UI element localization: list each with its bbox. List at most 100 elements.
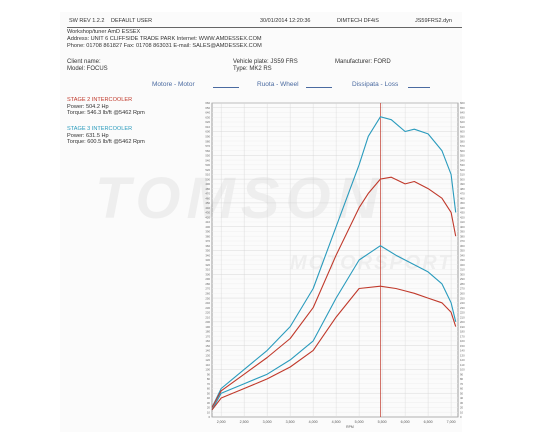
y-tick-label-right: 50 <box>460 391 464 395</box>
y-tick-label-right: 550 <box>460 154 465 158</box>
y-tick-label-left: 240 <box>205 301 210 305</box>
x-tick-label: 2,500 <box>240 420 249 424</box>
x-tick-label: 5,500 <box>378 420 387 424</box>
y-tick-label-right: 390 <box>460 230 465 234</box>
y-tick-label-left: 80 <box>207 377 211 381</box>
workshop-line-3: Phone: 01708 861827 Fax: 01708 863031 E-… <box>67 43 262 49</box>
y-tick-label-left: 110 <box>206 363 211 367</box>
y-tick-label-left: 500 <box>205 177 210 181</box>
y-tick-label-left: 420 <box>205 215 210 219</box>
y-tick-label-right: 350 <box>460 249 465 253</box>
y-tick-label-left: 150 <box>205 344 210 348</box>
y-tick-label-right: 400 <box>460 225 465 229</box>
y-tick-label-left: 530 <box>205 163 210 167</box>
stage2-torque: Torque: 546.3 lb/ft @5462 Rpm <box>67 110 145 116</box>
y-tick-label-right: 500 <box>460 177 465 181</box>
x-tick-label: 4,500 <box>332 420 341 424</box>
y-tick-label-right: 320 <box>460 263 465 267</box>
series-line-power-stage2 <box>211 176 457 408</box>
legend-wheel-line <box>306 87 332 88</box>
y-tick-label-left: 360 <box>205 244 210 248</box>
x-tick-label: 6,500 <box>424 420 433 424</box>
y-tick-label-right: 90 <box>460 372 464 376</box>
y-tick-label-left: 190 <box>205 325 210 329</box>
y-tick-label-right: 580 <box>460 139 465 143</box>
y-tick-label-left: 630 <box>205 115 210 119</box>
y-tick-label-left: 550 <box>205 154 210 158</box>
y-tick-label-left: 330 <box>205 258 210 262</box>
y-tick-label-left: 60 <box>207 387 211 391</box>
y-tick-label-right: 460 <box>460 196 465 200</box>
y-tick-label-right: 430 <box>460 211 465 215</box>
y-tick-label-left: 430 <box>205 211 210 215</box>
y-tick-label-left: 580 <box>205 139 210 143</box>
y-tick-label-left: 100 <box>205 368 210 372</box>
y-tick-label-right: 10 <box>460 410 464 414</box>
series-line-power-stage3 <box>211 116 457 408</box>
y-tick-label-left: 40 <box>207 396 211 400</box>
stage2-block: STAGE 2 INTERCOOLER Power: 504.2 Hp Torq… <box>67 97 145 117</box>
y-tick-label-right: 470 <box>460 192 465 196</box>
y-tick-label-left: 0 <box>208 415 210 419</box>
y-tick-label-right: 610 <box>460 125 465 129</box>
y-tick-label-right: 190 <box>460 325 465 329</box>
y-tick-label-left: 390 <box>205 230 210 234</box>
y-tick-label-right: 590 <box>460 135 465 139</box>
y-tick-label-left: 250 <box>205 296 210 300</box>
y-tick-label-right: 420 <box>460 215 465 219</box>
y-tick-label-left: 230 <box>205 306 210 310</box>
y-tick-label-right: 520 <box>460 168 465 172</box>
y-tick-label-left: 490 <box>205 182 210 186</box>
stage3-torque: Torque: 600.5 lb/ft @5462 Rpm <box>67 139 145 145</box>
y-tick-label-right: 60 <box>460 387 464 391</box>
y-tick-label-right: 80 <box>460 377 464 381</box>
series-line-torque-stage2 <box>211 285 457 411</box>
y-tick-label-right: 360 <box>460 244 465 248</box>
y-tick-label-left: 10 <box>207 410 211 414</box>
y-tick-label-right: 620 <box>460 120 465 124</box>
y-tick-label-right: 380 <box>460 234 465 238</box>
y-tick-label-left: 210 <box>205 315 210 319</box>
y-tick-label-right: 650 <box>460 106 465 110</box>
y-tick-label-right: 230 <box>460 306 465 310</box>
file-name: JS59FRS2.dyn <box>415 18 452 24</box>
y-tick-label-left: 370 <box>205 239 210 243</box>
y-tick-label-right: 290 <box>460 277 465 281</box>
y-tick-label-right: 570 <box>460 144 465 148</box>
y-tick-label-right: 510 <box>460 173 465 177</box>
stage2-power: Power: 504.2 Hp <box>67 103 109 110</box>
y-tick-label-right: 660 <box>460 101 465 105</box>
y-tick-label-right: 440 <box>460 206 465 210</box>
vehicle-model: Model: FOCUS <box>67 66 108 72</box>
y-tick-label-right: 130 <box>460 353 465 357</box>
y-tick-label-right: 150 <box>460 344 465 348</box>
y-tick-label-left: 140 <box>205 349 210 353</box>
y-tick-label-left: 400 <box>205 225 210 229</box>
y-tick-label-right: 310 <box>460 268 465 272</box>
y-tick-label-left: 540 <box>205 158 210 162</box>
y-tick-label-right: 330 <box>460 258 465 262</box>
y-tick-label-left: 510 <box>205 173 210 177</box>
y-tick-label-left: 290 <box>205 277 210 281</box>
y-tick-label-left: 480 <box>205 187 210 191</box>
x-tick-label: 5,000 <box>355 420 364 424</box>
y-tick-label-left: 460 <box>205 196 210 200</box>
y-tick-label-left: 270 <box>205 287 210 291</box>
stage2-title: STAGE 2 INTERCOOLER <box>67 97 133 103</box>
y-tick-label-left: 160 <box>205 339 210 343</box>
y-tick-label-left: 620 <box>205 120 210 124</box>
x-tick-label: 3,000 <box>263 420 272 424</box>
x-tick-label: 6,000 <box>401 420 410 424</box>
y-tick-label-left: 30 <box>207 401 211 405</box>
stage3-power: Power: 631.5 Hp <box>67 132 109 139</box>
report-header: SW REV 1.2.2 DEFAULT USER 30/01/2014 12:… <box>67 17 462 28</box>
workshop-line-1: Workshop/tuner AmD ESSEX <box>67 29 141 35</box>
stage3-block: STAGE 3 INTERCOOLER Power: 631.5 Hp Torq… <box>67 126 145 146</box>
y-tick-label-left: 650 <box>205 106 210 110</box>
client-name: Client name: <box>67 59 101 65</box>
y-tick-label-left: 470 <box>205 192 210 196</box>
y-tick-label-left: 320 <box>205 263 210 267</box>
y-tick-label-left: 610 <box>205 125 210 129</box>
legend-loss-line <box>408 87 430 88</box>
y-tick-label-left: 590 <box>205 135 210 139</box>
